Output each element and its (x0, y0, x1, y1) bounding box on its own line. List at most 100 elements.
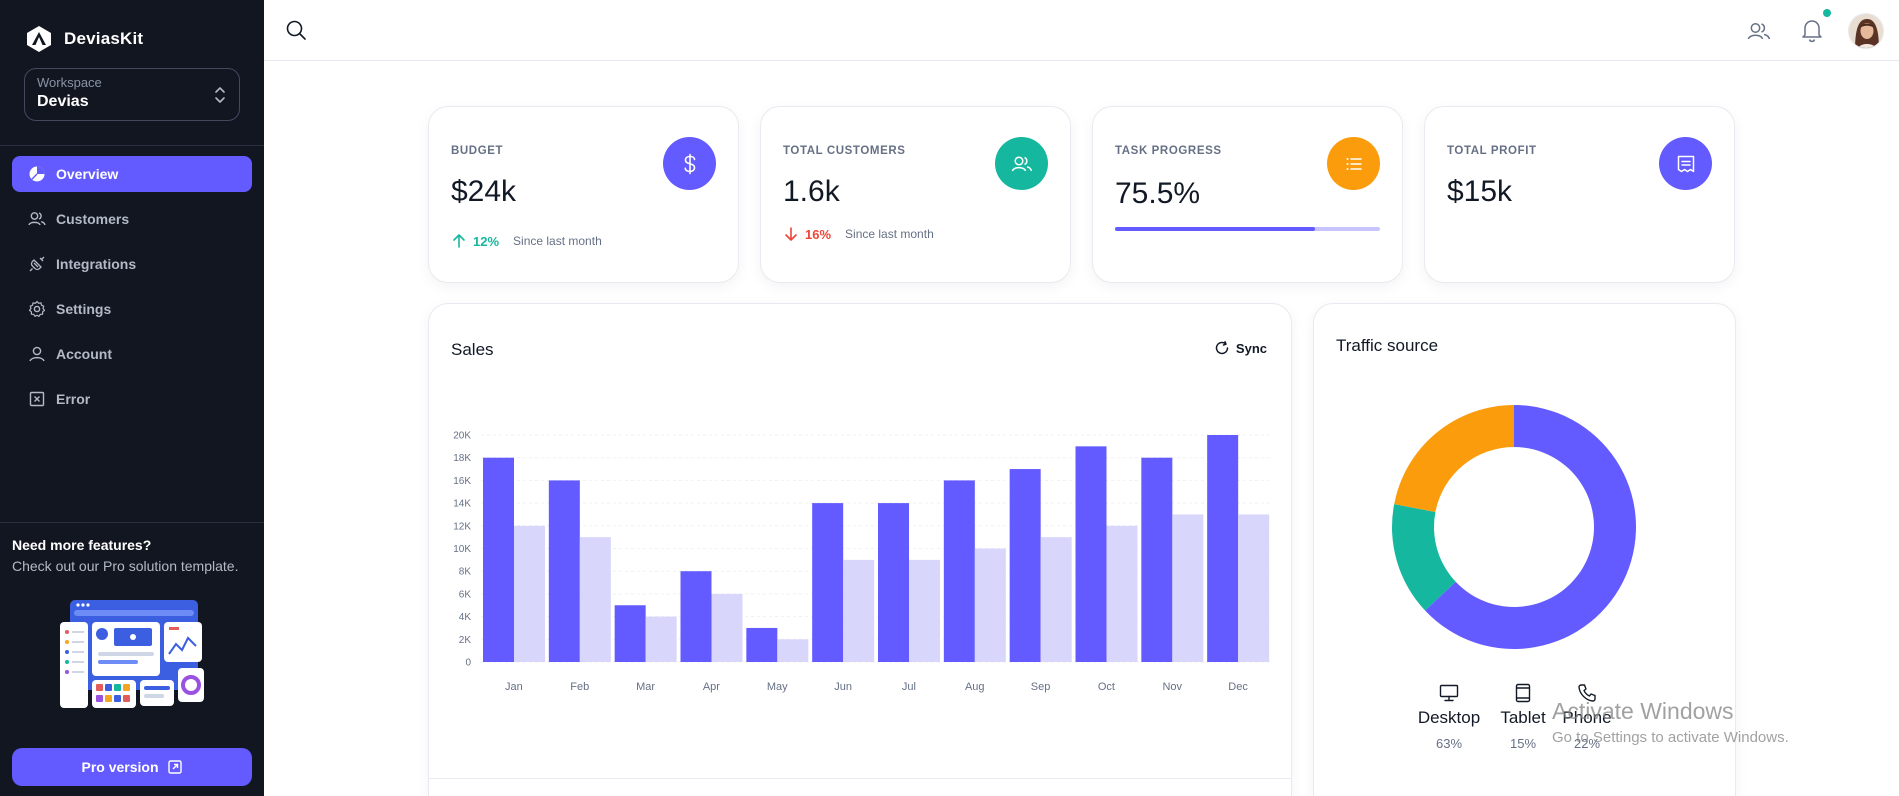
x-tick-label: Oct (1098, 681, 1115, 693)
kpi-label: BUDGET (451, 145, 504, 157)
y-tick-label: 0 (465, 658, 471, 669)
y-tick-label: 18K (453, 453, 471, 464)
workspace-switcher[interactable]: Workspace Devias (24, 68, 240, 121)
bar-aug-series-1[interactable] (943, 480, 975, 662)
pro-version-label: Pro version (81, 759, 159, 775)
y-tick-label: 2K (459, 635, 472, 646)
sync-button[interactable]: Sync (1214, 340, 1267, 356)
task-progress-fill (1115, 227, 1316, 231)
trend-note: Since last month (513, 234, 602, 248)
bar-jan-series-1[interactable] (483, 457, 514, 662)
windows-activation-watermark: Activate Windows Go to Settings to activ… (1552, 698, 1789, 746)
sidebar-item-error[interactable]: Error (12, 381, 252, 417)
donut-slice-phone[interactable] (1394, 405, 1514, 513)
x-tick-label: Nov (1162, 681, 1182, 693)
y-tick-label: 14K (453, 499, 471, 510)
x-tick-label: Apr (703, 681, 720, 693)
y-tick-label: 20K (453, 431, 471, 442)
kpi-value: 1.6k (783, 175, 840, 208)
sidebar-item-label: Overview (56, 166, 119, 182)
y-tick-label: 6K (459, 589, 472, 600)
kpi-icon-badge (1659, 137, 1712, 190)
bar-may-series-1[interactable] (746, 627, 778, 662)
search-icon[interactable] (284, 18, 308, 42)
legend-item-phone: Phone 22% (1547, 682, 1627, 751)
bar-may-series-2[interactable] (777, 639, 809, 662)
bar-sep-series-1[interactable] (1009, 469, 1041, 662)
bar-jun-series-2[interactable] (843, 559, 875, 662)
traffic-legend: Desktop 63% Tablet 15% Phone 22% (1314, 682, 1737, 762)
bar-jun-series-1[interactable] (812, 503, 844, 662)
bar-dec-series-1[interactable] (1207, 435, 1239, 662)
bar-mar-series-2[interactable] (645, 616, 677, 662)
notifications-button[interactable] (1799, 9, 1831, 43)
trend-percent: 16% (805, 226, 832, 242)
kpi-trend: 16% Since last month (783, 226, 934, 242)
legend-percent: 22% (1573, 736, 1601, 751)
x-tick-label: Jan (505, 681, 523, 693)
bar-jan-series-2[interactable] (514, 525, 545, 662)
x-tick-label: Dec (1228, 681, 1248, 693)
kpi-card-task-progress: TASK PROGRESS 75.5% (1092, 106, 1403, 283)
bar-oct-series-1[interactable] (1075, 446, 1107, 662)
sidebar-item-account[interactable]: Account (12, 336, 252, 372)
arrow-down-icon (785, 227, 797, 241)
bar-apr-series-1[interactable] (680, 571, 712, 662)
watermark-line-1: Activate Windows (1552, 698, 1734, 724)
user-avatar[interactable] (1848, 13, 1884, 49)
sidebar-item-label: Account (56, 346, 112, 362)
legend-item-desktop: Desktop 63% (1409, 682, 1489, 751)
sidebar-item-integrations[interactable]: Integrations (12, 246, 252, 282)
kpi-card-total-profit: TOTAL PROFIT $15k (1424, 106, 1735, 283)
kpi-label: TOTAL CUSTOMERS (783, 145, 906, 157)
bar-sep-series-2[interactable] (1040, 537, 1072, 662)
trend-percent: 12% (473, 233, 500, 249)
gear-icon (28, 300, 46, 317)
users-icon (28, 212, 46, 226)
sidebar-divider (0, 145, 264, 146)
sidebar: DeviasKit Workspace Devias Overview Cust… (0, 0, 264, 796)
arrow-up-icon (453, 234, 465, 248)
y-tick-label: 12K (453, 521, 471, 532)
y-tick-label: 4K (459, 612, 472, 623)
x-tick-label: Jun (834, 681, 852, 693)
x-tick-label: Aug (965, 681, 985, 693)
bar-feb-series-1[interactable] (548, 480, 580, 662)
kpi-icon-badge (995, 137, 1048, 190)
sidebar-item-settings[interactable]: Settings (12, 291, 252, 327)
bar-feb-series-2[interactable] (579, 537, 611, 662)
contacts-icon[interactable] (1746, 18, 1772, 44)
donut-slice-desktop[interactable] (1425, 405, 1636, 649)
kpi-icon-badge (663, 137, 716, 190)
sales-title: Sales (451, 340, 494, 359)
kpi-value: 75.5% (1115, 177, 1201, 210)
brand[interactable]: DeviasKit (24, 24, 143, 54)
kpi-icon-badge (1327, 137, 1380, 190)
bar-mar-series-1[interactable] (614, 605, 646, 662)
phone-icon (1578, 684, 1596, 702)
kpi-value: $24k (451, 175, 517, 208)
kpi-label: TASK PROGRESS (1115, 145, 1222, 157)
refresh-icon (1215, 341, 1229, 355)
bar-apr-series-2[interactable] (711, 593, 743, 662)
bar-oct-series-2[interactable] (1106, 525, 1138, 662)
notification-badge (1823, 9, 1831, 17)
sidebar-nav: Overview Customers Integrations Settings (12, 156, 252, 426)
donut-slice-tablet[interactable] (1392, 504, 1456, 611)
pro-version-button[interactable]: Pro version (12, 748, 252, 786)
sidebar-item-customers[interactable]: Customers (12, 201, 252, 237)
x-tick-label: May (767, 681, 788, 693)
bar-nov-series-2[interactable] (1172, 514, 1204, 662)
sidebar-item-label: Integrations (56, 256, 137, 272)
sidebar-item-overview[interactable]: Overview (12, 156, 252, 192)
bar-aug-series-2[interactable] (974, 548, 1006, 663)
bar-nov-series-1[interactable] (1141, 457, 1173, 662)
dollar-icon (684, 153, 695, 174)
pro-template-illustration (60, 600, 204, 708)
x-tick-label: Feb (570, 681, 589, 693)
bar-jul-series-1[interactable] (878, 503, 909, 662)
bar-dec-series-2[interactable] (1238, 514, 1270, 662)
bar-jul-series-2[interactable] (909, 559, 940, 662)
workspace-value: Devias (37, 93, 89, 110)
x-tick-label: Mar (636, 681, 655, 693)
